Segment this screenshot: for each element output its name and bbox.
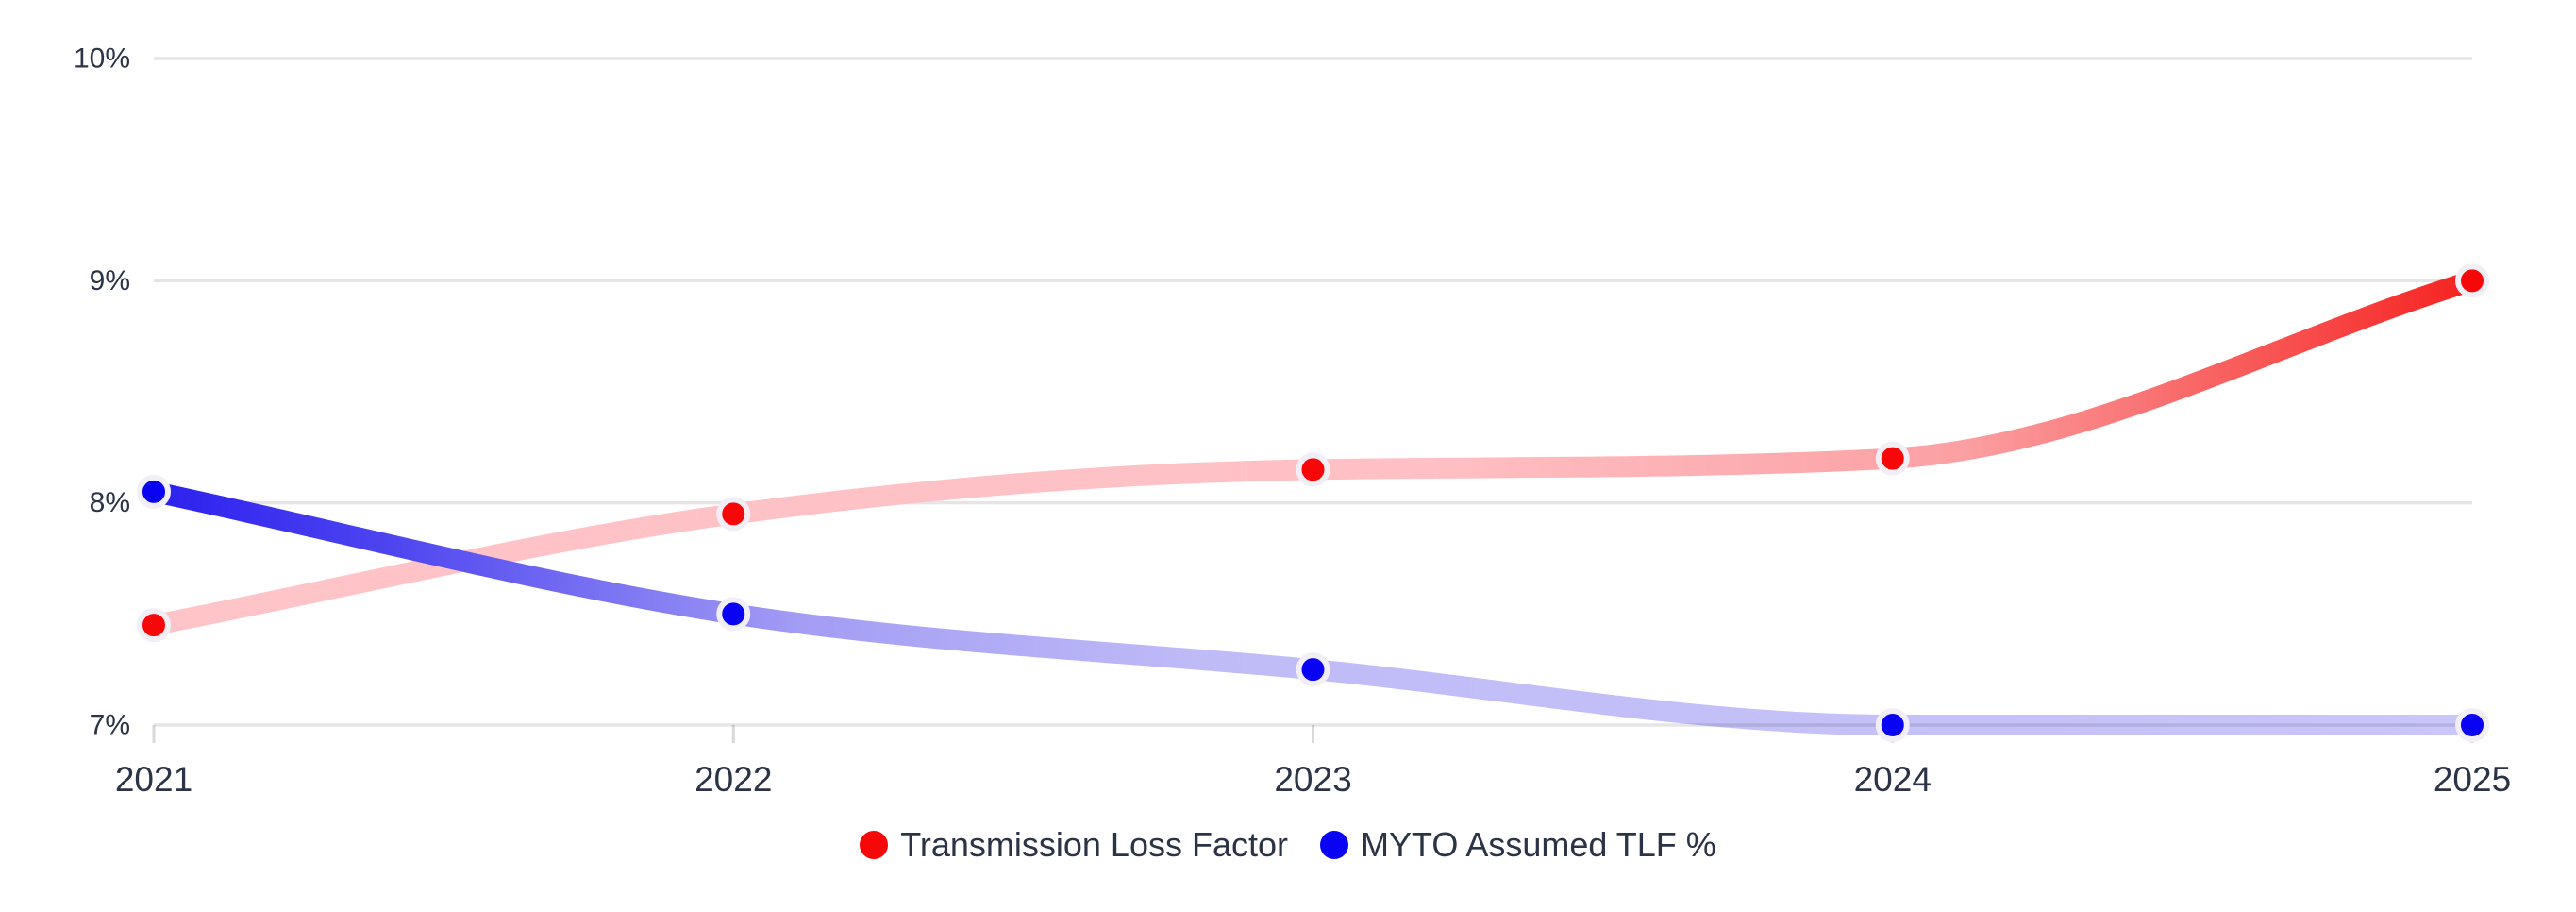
series-line-1 xyxy=(143,481,2483,736)
legend-label-transmission-loss-factor: Transmission Loss Factor xyxy=(900,825,1288,864)
data-point-0-2025[interactable] xyxy=(2455,263,2489,298)
data-point-1-2025[interactable] xyxy=(2455,708,2489,742)
legend-dot-red-icon xyxy=(860,831,889,859)
data-point-1-2021[interactable] xyxy=(137,474,171,509)
data-point-0-2021[interactable] xyxy=(137,608,171,643)
y-axis-label-8%: 8% xyxy=(90,487,130,518)
x-axis-label-2021: 2021 xyxy=(115,760,192,799)
x-axis-label-2025: 2025 xyxy=(2434,760,2511,799)
x-axis-label-2022: 2022 xyxy=(694,760,772,799)
data-point-0-2024[interactable] xyxy=(1875,441,1910,476)
y-axis-label-9%: 9% xyxy=(90,265,130,296)
data-point-0-2023[interactable] xyxy=(1296,452,1330,487)
legend-item-transmission-loss-factor[interactable]: Transmission Loss Factor xyxy=(860,825,1288,865)
x-axis-label-2024: 2024 xyxy=(1854,760,1932,799)
x-axis-label-2023: 2023 xyxy=(1274,760,1351,799)
data-point-1-2024[interactable] xyxy=(1875,708,1910,742)
legend: Transmission Loss Factor MYTO Assumed TL… xyxy=(0,825,2576,865)
data-point-1-2023[interactable] xyxy=(1296,652,1330,687)
data-point-1-2022[interactable] xyxy=(716,597,751,632)
y-axis-label-10%: 10% xyxy=(74,43,130,75)
legend-dot-blue-icon xyxy=(1320,831,1348,859)
y-axis-label-7%: 7% xyxy=(90,710,130,741)
legend-item-myto-assumed-tlf[interactable]: MYTO Assumed TLF % xyxy=(1320,825,1716,865)
data-point-0-2022[interactable] xyxy=(716,497,751,532)
legend-label-myto-assumed-tlf: MYTO Assumed TLF % xyxy=(1361,825,1716,864)
